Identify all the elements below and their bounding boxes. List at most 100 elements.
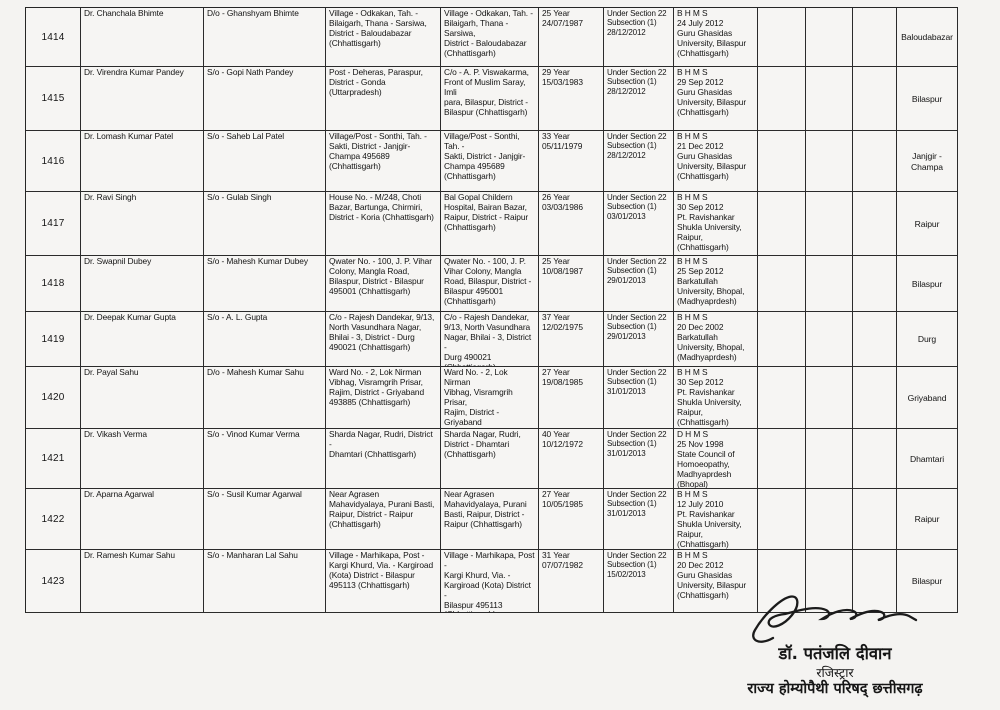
cell-qualification: B H M S 21 Dec 2012 Guru Ghasidas Univer…: [674, 131, 758, 192]
cell-district: Griyaband: [897, 367, 958, 429]
cell-empty: [758, 8, 806, 67]
cell-guardian-name: D/o - Mahesh Kumar Sahu: [204, 367, 326, 429]
cell-empty: [758, 131, 806, 192]
cell-permanent-address: Sharda Nagar, Rudri, District - Dhamtari…: [326, 429, 441, 489]
registrar-designation: रजिस्ट्रार: [816, 665, 854, 681]
cell-age-dob: 25 Year 10/08/1987: [539, 256, 604, 312]
cell-empty: [806, 8, 853, 67]
cell-district: Dhamtari: [897, 429, 958, 489]
table-row: 1422 Dr. Aparna Agarwal S/o - Susil Kuma…: [26, 489, 958, 550]
cell-empty: [758, 489, 806, 550]
table-row: 1423 Dr. Ramesh Kumar Sahu S/o - Manhara…: [26, 550, 958, 613]
cell-empty: [758, 367, 806, 429]
table-row: 1420 Dr. Payal Sahu D/o - Mahesh Kumar S…: [26, 367, 958, 429]
cell-registration-section: Under Section 22 Subsection (1) 31/01/20…: [604, 429, 674, 489]
handwritten-signature-icon: [752, 595, 918, 643]
cell-serial-number: 1418: [26, 256, 81, 312]
cell-registration-section: Under Section 22 Subsection (1) 15/02/20…: [604, 550, 674, 613]
cell-qualification: B H M S 29 Sep 2012 Guru Ghasidas Univer…: [674, 67, 758, 131]
cell-empty: [853, 312, 897, 367]
cell-empty: [758, 192, 806, 256]
council-name: राज्य होम्योपैथी परिषद् छत्तीसगढ़: [747, 681, 923, 698]
cell-guardian-name: D/o - Ghanshyam Bhimte: [204, 8, 326, 67]
cell-guardian-name: S/o - A. L. Gupta: [204, 312, 326, 367]
cell-qualification: B H M S 24 July 2012 Guru Ghasidas Unive…: [674, 8, 758, 67]
cell-permanent-address: C/o - Rajesh Dandekar, 9/13, North Vasun…: [326, 312, 441, 367]
table-row: 1418 Dr. Swapnil Dubey S/o - Mahesh Kuma…: [26, 256, 958, 312]
cell-registration-section: Under Section 22 Subsection (1) 28/12/20…: [604, 131, 674, 192]
table-row: 1414 Dr. Chanchala Bhimte D/o - Ghanshya…: [26, 8, 958, 67]
cell-correspondence-address: Near Agrasen Mahavidyalaya, Purani Basti…: [441, 489, 539, 550]
cell-qualification: B H M S 20 Dec 2002 Barkatullah Universi…: [674, 312, 758, 367]
registration-table: 1414 Dr. Chanchala Bhimte D/o - Ghanshya…: [25, 7, 958, 613]
cell-district: Janjgir - Champa: [897, 131, 958, 192]
cell-age-dob: 31 Year 07/07/1982: [539, 550, 604, 613]
cell-registration-section: Under Section 22 Subsection (1) 03/01/20…: [604, 192, 674, 256]
table-row: 1416 Dr. Lomash Kumar Patel S/o - Saheb …: [26, 131, 958, 192]
cell-empty: [853, 429, 897, 489]
cell-serial-number: 1423: [26, 550, 81, 613]
cell-qualification: B H M S 30 Sep 2012 Pt. Ravishankar Shuk…: [674, 192, 758, 256]
cell-empty: [806, 367, 853, 429]
cell-district: Bilaspur: [897, 256, 958, 312]
cell-permanent-address: Post - Deheras, Paraspur, District - Gon…: [326, 67, 441, 131]
cell-empty: [853, 550, 897, 613]
cell-correspondence-address: Village/Post - Sonthi, Tah. - Sakti, Dis…: [441, 131, 539, 192]
cell-age-dob: 29 Year 15/03/1983: [539, 67, 604, 131]
cell-correspondence-address: C/o - A. P. Viswakarma, Front of Muslim …: [441, 67, 539, 131]
cell-doctor-name: Dr. Deepak Kumar Gupta: [81, 312, 204, 367]
cell-registration-section: Under Section 22 Subsection (1) 29/01/20…: [604, 312, 674, 367]
cell-qualification: B H M S 12 July 2010 Pt. Ravishankar Shu…: [674, 489, 758, 550]
cell-empty: [853, 67, 897, 131]
cell-district: Bilaspur: [897, 550, 958, 613]
cell-age-dob: 25 Year 24/07/1987: [539, 8, 604, 67]
cell-qualification: B H M S 25 Sep 2012 Barkatullah Universi…: [674, 256, 758, 312]
cell-permanent-address: Qwater No. - 100, J. P. Vihar Colony, Ma…: [326, 256, 441, 312]
cell-empty: [853, 367, 897, 429]
cell-doctor-name: Dr. Lomash Kumar Patel: [81, 131, 204, 192]
cell-empty: [853, 8, 897, 67]
cell-correspondence-address: Village - Odkakan, Tah. - Bilaigarh, Tha…: [441, 8, 539, 67]
cell-qualification: B H M S 20 Dec 2012 Guru Ghasidas Univer…: [674, 550, 758, 613]
cell-registration-section: Under Section 22 Subsection (1) 28/12/20…: [604, 67, 674, 131]
cell-empty: [758, 550, 806, 613]
cell-registration-section: Under Section 22 Subsection (1) 29/01/20…: [604, 256, 674, 312]
cell-registration-section: Under Section 22 Subsection (1) 31/01/20…: [604, 367, 674, 429]
cell-age-dob: 33 Year 05/11/1979: [539, 131, 604, 192]
cell-serial-number: 1414: [26, 8, 81, 67]
cell-serial-number: 1415: [26, 67, 81, 131]
cell-serial-number: 1420: [26, 367, 81, 429]
cell-correspondence-address: C/o - Rajesh Dandekar, 9/13, North Vasun…: [441, 312, 539, 367]
cell-permanent-address: House No. - M/248, Choti Bazar, Bartunga…: [326, 192, 441, 256]
cell-registration-section: Under Section 22 Subsection (1) 31/01/20…: [604, 489, 674, 550]
cell-empty: [758, 312, 806, 367]
cell-empty: [853, 489, 897, 550]
cell-empty: [853, 256, 897, 312]
cell-permanent-address: Near Agrasen Mahavidyalaya, Purani Basti…: [326, 489, 441, 550]
cell-doctor-name: Dr. Virendra Kumar Pandey: [81, 67, 204, 131]
cell-qualification: D H M S 25 Nov 1998 State Council of Hom…: [674, 429, 758, 489]
cell-guardian-name: S/o - Vinod Kumar Verma: [204, 429, 326, 489]
cell-doctor-name: Dr. Swapnil Dubey: [81, 256, 204, 312]
cell-correspondence-address: Village - Marhikapa, Post - Kargi Khurd,…: [441, 550, 539, 613]
signature-block: डॉ. पतंजलि दीवान रजिस्ट्रार राज्य होम्यो…: [680, 643, 990, 699]
cell-empty: [806, 429, 853, 489]
cell-correspondence-address: Qwater No. - 100, J. P. Vihar Colony, Ma…: [441, 256, 539, 312]
cell-age-dob: 40 Year 10/12/1972: [539, 429, 604, 489]
cell-serial-number: 1417: [26, 192, 81, 256]
cell-permanent-address: Ward No. - 2, Lok Nirman Vibhag, Visramg…: [326, 367, 441, 429]
cell-empty: [853, 192, 897, 256]
table-row: 1419 Dr. Deepak Kumar Gupta S/o - A. L. …: [26, 312, 958, 367]
cell-serial-number: 1419: [26, 312, 81, 367]
cell-guardian-name: S/o - Gulab Singh: [204, 192, 326, 256]
cell-guardian-name: S/o - Manharan Lal Sahu: [204, 550, 326, 613]
cell-permanent-address: Village/Post - Sonthi, Tah. - Sakti, Dis…: [326, 131, 441, 192]
cell-serial-number: 1416: [26, 131, 81, 192]
cell-registration-section: Under Section 22 Subsection (1) 28/12/20…: [604, 8, 674, 67]
cell-qualification: B H M S 30 Sep 2012 Pt. Ravishankar Shuk…: [674, 367, 758, 429]
cell-empty: [758, 256, 806, 312]
cell-empty: [853, 131, 897, 192]
cell-doctor-name: Dr. Aparna Agarwal: [81, 489, 204, 550]
cell-doctor-name: Dr. Ramesh Kumar Sahu: [81, 550, 204, 613]
cell-guardian-name: S/o - Gopi Nath Pandey: [204, 67, 326, 131]
